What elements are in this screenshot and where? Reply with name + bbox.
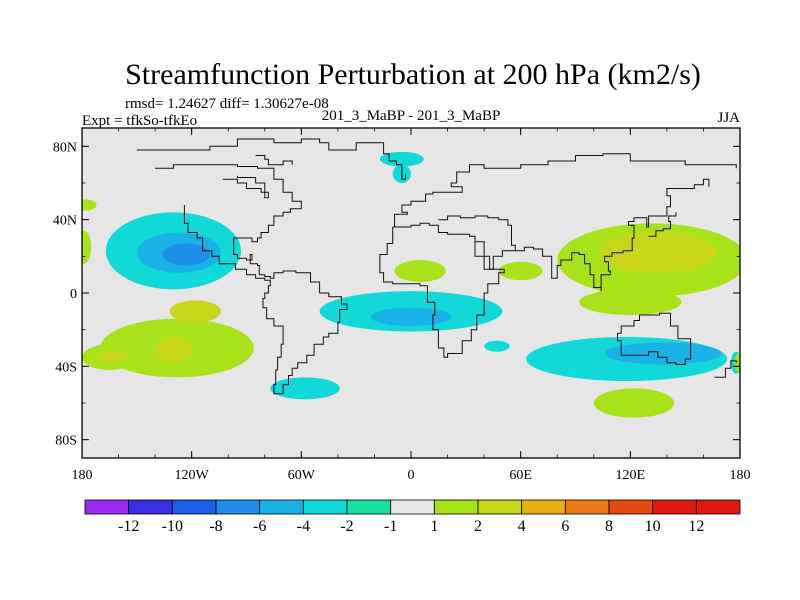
- y-tick-label: 0: [70, 287, 77, 302]
- y-tick-label: 40S: [55, 360, 77, 375]
- contour-region-pos-south-pacific-edge: [734, 353, 740, 372]
- x-tick-label: 120E: [616, 468, 646, 483]
- contour-level-4-1: [169, 300, 221, 323]
- coastline-segment-1: [155, 164, 348, 395]
- colorbar-box: [84, 499, 130, 515]
- colorbar-label: -10: [162, 518, 183, 535]
- contour-region-neg-south-america: [270, 377, 340, 400]
- x-tick-label: 180: [730, 468, 751, 483]
- coastline-segment-0: [136, 138, 406, 180]
- colorbar-box: [390, 499, 435, 515]
- colorbar-box: [346, 499, 392, 515]
- colorbar-label: -6: [253, 518, 266, 535]
- colorbar-label: 1: [430, 518, 438, 535]
- colorbar-box: [608, 499, 654, 515]
- colorbar-box: [695, 499, 741, 515]
- colorbar-box: [652, 499, 697, 515]
- colorbar-box: [171, 499, 217, 515]
- y-tick-label: 80N: [53, 140, 77, 155]
- contour-level-neg2-0: [484, 340, 510, 352]
- coastline-segment-5: [392, 153, 737, 228]
- contour-level-neg6-2: [162, 243, 210, 266]
- left-subtitle: Expt = tfkSo-tfkEo: [82, 113, 197, 129]
- colorbar-label: 10: [645, 518, 661, 535]
- colorbar-label: -8: [209, 518, 222, 535]
- right-subtitle: JJA: [717, 110, 740, 126]
- contour-region-pos-north-pacific-edge: [82, 199, 97, 264]
- contour-region-pos-africa: [498, 261, 543, 281]
- coastlines: [136, 138, 737, 395]
- contour-region-neg-atlantic-south: [484, 340, 510, 352]
- contour-level-2-0: [82, 199, 97, 211]
- contour-level-neg2-0: [270, 377, 340, 400]
- coastline-segment-8: [617, 312, 692, 365]
- contour-level-neg4-1: [370, 307, 452, 327]
- center-subtitle: 201_3_MaBP - 201_3_MaBP: [322, 108, 501, 124]
- contour-level-4-4: [98, 351, 128, 363]
- colorbar-box: [259, 499, 304, 515]
- x-tick-label: 120W: [175, 468, 210, 483]
- x-tick-label: 0: [408, 468, 415, 483]
- coastline-segment-6: [438, 215, 516, 270]
- colorbar-label: 12: [688, 518, 704, 535]
- contour-region-pos-south-pacific: [82, 300, 254, 378]
- colorbar-label: 2: [474, 518, 482, 535]
- colorbar-box: [477, 499, 523, 515]
- y-tick-label: 80S: [55, 434, 77, 449]
- contour-level-neg2-0: [379, 151, 424, 167]
- coastline-segment-2: [222, 175, 269, 199]
- x-tick-label: 60E: [509, 468, 532, 483]
- contour-level-2-0: [498, 261, 543, 281]
- colorbar-label: 8: [605, 518, 613, 535]
- coastline-segment-10: [714, 360, 737, 378]
- contour-level-2-1: [82, 230, 92, 264]
- contour-level-2-0: [593, 388, 675, 418]
- stats-line: rmsd= 1.24627 diff= 1.30627e-08: [125, 96, 329, 112]
- colorbar-box: [128, 499, 173, 515]
- x-tick-label: 60W: [288, 468, 316, 483]
- x-axis: 180 120W 60W 0 60E 120E 180: [72, 128, 751, 483]
- chart-title: Streamfunction Perturbation at 200 hPa (…: [125, 58, 701, 91]
- y-tick-label: 40N: [53, 214, 77, 229]
- coastline-segment-3: [255, 155, 293, 166]
- colorbar-box: [215, 499, 261, 515]
- contour-level-2-2: [579, 289, 682, 315]
- x-tick-label: 180: [72, 468, 93, 483]
- contour-level-4-2: [155, 337, 192, 363]
- coastline-segment-7: [515, 178, 710, 292]
- contour-region-pos-asia-pacific: [557, 223, 740, 315]
- contour-region-neg-atlantic-tropics: [319, 291, 503, 332]
- contour-region-pos-south-indian: [593, 388, 675, 418]
- colorbar-box: [564, 499, 610, 515]
- contour-region-pos-eastern-atlantic: [394, 260, 446, 282]
- colorbar: -12 -10 -8 -6 -4 -2 -1 1 2 4 6 8 10 12: [84, 499, 741, 535]
- coastline-segment-9: [648, 212, 677, 237]
- colorbar-box: [433, 499, 479, 515]
- colorbar-box: [521, 499, 566, 515]
- colorbar-label: -1: [384, 518, 397, 535]
- contour-fills: [82, 151, 740, 418]
- colorbar-label: 6: [561, 518, 569, 535]
- colorbar-label: -12: [118, 518, 139, 535]
- contour-region-neg-pacific-north: [105, 212, 242, 290]
- coastline-segment-4: [379, 222, 505, 358]
- contour-level-2-0: [734, 353, 740, 372]
- colorbar-box: [302, 499, 348, 515]
- contour-level-4-1: [599, 232, 717, 273]
- contour-level-2-0: [394, 260, 446, 282]
- colorbar-label: -4: [297, 518, 310, 535]
- contour-region-neg-indian-south: [526, 337, 728, 381]
- y-axis: 80N 40N 0 40S 80S: [53, 140, 740, 449]
- colorbar-label: 4: [518, 518, 526, 535]
- colorbar-label: -2: [340, 518, 353, 535]
- contour-level-neg4-1: [604, 342, 722, 365]
